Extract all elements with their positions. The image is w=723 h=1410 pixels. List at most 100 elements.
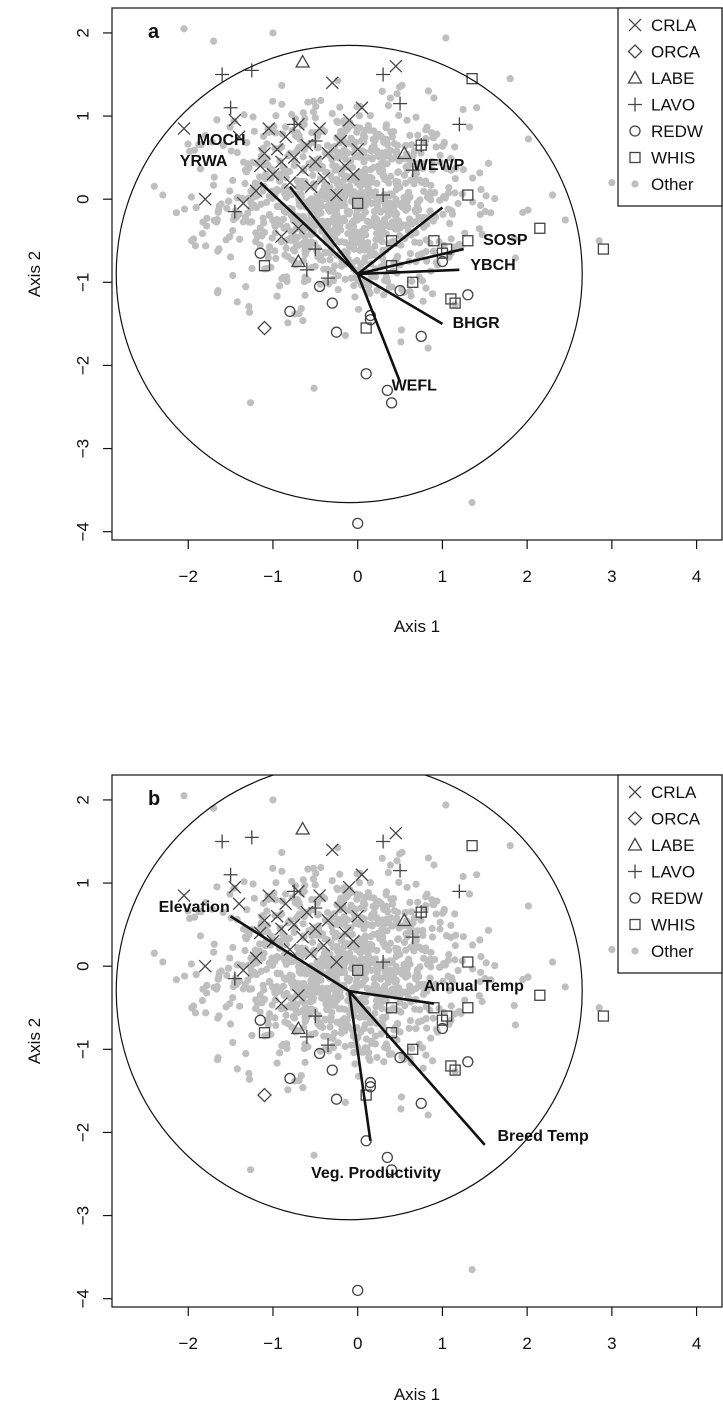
other-point bbox=[481, 974, 489, 983]
other-point bbox=[186, 914, 194, 923]
other-point bbox=[284, 168, 292, 176]
point-lavo bbox=[308, 242, 323, 257]
other-point bbox=[341, 950, 350, 958]
other-point bbox=[428, 896, 436, 904]
other-point bbox=[334, 1052, 342, 1061]
other-point bbox=[426, 1006, 434, 1014]
other-point bbox=[487, 976, 495, 984]
point-redw bbox=[313, 280, 326, 293]
other-point bbox=[353, 946, 361, 954]
other-point bbox=[383, 148, 391, 156]
other-point bbox=[510, 234, 518, 243]
legend-label-redw: REDW bbox=[651, 122, 703, 141]
other-point bbox=[309, 171, 317, 179]
other-point bbox=[376, 975, 385, 983]
other-point bbox=[368, 1039, 376, 1047]
point-crla bbox=[351, 909, 365, 923]
point-crla bbox=[198, 192, 212, 206]
other-point bbox=[351, 293, 359, 301]
vector-sosp bbox=[357, 247, 464, 276]
other-point bbox=[390, 895, 398, 903]
series-redw bbox=[254, 247, 474, 530]
other-point bbox=[430, 861, 438, 869]
other-point bbox=[245, 930, 253, 938]
other-point bbox=[256, 1008, 264, 1016]
other-point bbox=[297, 304, 305, 313]
other-point bbox=[282, 1042, 290, 1050]
vector-label: SOSP bbox=[483, 232, 528, 249]
other-point bbox=[384, 868, 392, 877]
other-point bbox=[427, 1034, 435, 1042]
x-tick-label: 0 bbox=[353, 1334, 362, 1353]
other-point bbox=[447, 166, 455, 174]
other-point bbox=[276, 282, 284, 290]
other-point bbox=[370, 207, 378, 215]
other-point bbox=[487, 209, 495, 217]
y-tick-label: 2 bbox=[73, 28, 92, 37]
other-point bbox=[383, 205, 391, 213]
series-lavo bbox=[215, 63, 467, 286]
point-orca bbox=[257, 320, 272, 336]
other-point bbox=[226, 890, 234, 898]
other-point bbox=[256, 224, 264, 232]
other-point bbox=[258, 912, 266, 921]
legend-label-labe: LABE bbox=[651, 69, 694, 88]
legend-marker-other bbox=[631, 947, 639, 955]
other-point bbox=[442, 34, 450, 42]
other-point bbox=[330, 1001, 338, 1009]
other-point bbox=[473, 104, 481, 112]
point-crla bbox=[355, 868, 369, 882]
other-point bbox=[438, 142, 447, 150]
legend-marker-labe bbox=[627, 70, 643, 84]
other-point bbox=[258, 230, 266, 239]
other-point bbox=[311, 881, 319, 889]
other-point bbox=[447, 921, 455, 930]
other-point bbox=[356, 124, 364, 132]
other-point bbox=[240, 878, 248, 886]
other-point bbox=[387, 172, 395, 180]
other-point bbox=[278, 848, 286, 857]
other-point bbox=[476, 968, 485, 976]
point-lavo bbox=[376, 67, 391, 82]
other-point bbox=[364, 121, 372, 130]
other-point bbox=[511, 254, 520, 262]
other-point bbox=[302, 970, 310, 978]
other-point bbox=[406, 287, 414, 296]
other-point bbox=[319, 954, 327, 962]
other-point bbox=[217, 200, 225, 208]
y-tick-label: −3 bbox=[73, 1206, 92, 1225]
other-point bbox=[361, 1044, 369, 1052]
other-point bbox=[341, 1005, 349, 1014]
y-axis-title: Axis 2 bbox=[25, 251, 44, 297]
other-point bbox=[424, 87, 433, 95]
series-labe bbox=[290, 54, 412, 268]
other-point bbox=[233, 1065, 241, 1073]
other-point bbox=[314, 1011, 322, 1019]
other-point bbox=[294, 145, 302, 153]
other-point bbox=[263, 140, 271, 148]
point-whis bbox=[258, 1027, 271, 1039]
other-point bbox=[402, 946, 410, 954]
other-point bbox=[265, 128, 273, 136]
other-point bbox=[344, 916, 352, 924]
other-point bbox=[197, 141, 205, 149]
other-point bbox=[380, 291, 388, 299]
other-point bbox=[282, 975, 290, 983]
y-tick-label: −3 bbox=[73, 439, 92, 458]
other-point bbox=[328, 984, 336, 992]
other-point bbox=[249, 880, 257, 888]
point-redw bbox=[462, 289, 474, 301]
other-point bbox=[227, 1020, 235, 1028]
other-point bbox=[301, 1058, 309, 1066]
other-point bbox=[281, 123, 290, 131]
series-crla bbox=[177, 826, 403, 1011]
y-tick-label: 0 bbox=[73, 961, 92, 970]
other-point bbox=[222, 236, 230, 244]
other-point bbox=[330, 971, 339, 979]
other-point bbox=[548, 191, 557, 199]
other-point bbox=[219, 908, 227, 917]
other-point bbox=[224, 964, 233, 972]
other-point bbox=[366, 173, 375, 182]
other-point bbox=[381, 1043, 389, 1051]
other-point bbox=[236, 235, 244, 243]
